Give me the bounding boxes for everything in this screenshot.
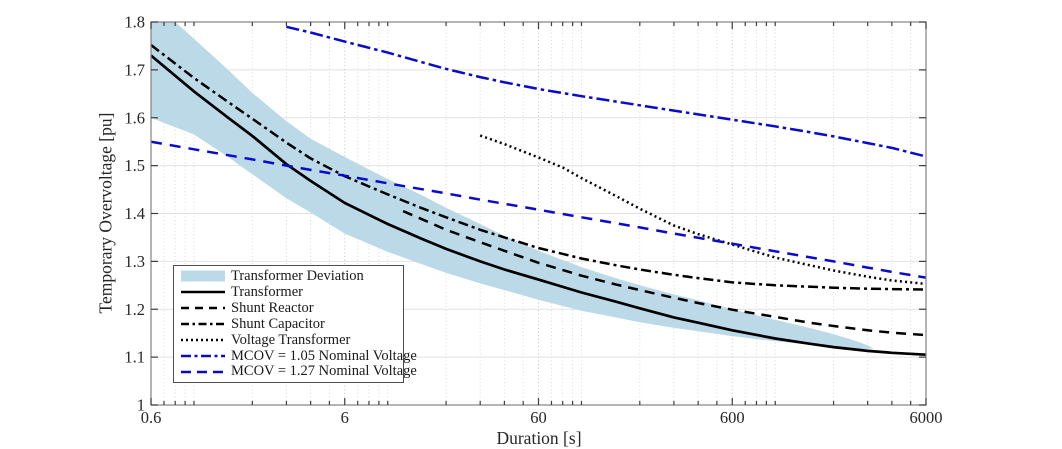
series-shunt-capacitor: [151, 44, 926, 291]
legend-label: Transformer Deviation: [231, 268, 364, 285]
y-tick-label: 1.2: [124, 300, 145, 319]
legend-item-transformer-deviation: Transformer Deviation: [174, 269, 403, 284]
legend-line-swatch: [181, 322, 225, 326]
x-tick-label: 0.6: [141, 408, 162, 427]
y-tick-label: 1.6: [124, 108, 145, 127]
y-tick-label: 1.5: [124, 156, 145, 175]
y-tick-label: 1.3: [124, 252, 145, 271]
legend-line-swatch: [181, 291, 225, 294]
x-tick-label: 6000: [910, 408, 943, 427]
x-tick-label: 600: [720, 408, 745, 427]
legend-label: MCOV = 1.05 Nominal Voltage: [231, 347, 417, 364]
legend-item-mcov-1-27-nominal-voltage: MCOV = 1.27 Nominal Voltage: [174, 364, 417, 379]
x-tick-label: 60: [530, 408, 547, 427]
legend-line-swatch: [181, 354, 225, 357]
legend-item-voltage-transformer: Voltage Transformer: [174, 332, 403, 347]
y-tick-label: 1.8: [124, 13, 145, 32]
legend-item-shunt-capacitor: Shunt Capacitor: [174, 317, 403, 332]
transformer-deviation-band: [151, 22, 874, 349]
y-axis-label: Temporary Overvoltage [pu]: [95, 112, 116, 314]
legend: Transformer Deviation Transformer Shunt Re…: [173, 265, 417, 383]
legend-line-swatch: [181, 306, 225, 310]
legend-item-shunt-reactor: Shunt Reactor: [174, 301, 403, 316]
legend-item-mcov-1-05-nominal-voltage: MCOV = 1.05 Nominal Voltage: [174, 348, 417, 363]
legend-label: MCOV = 1.27 Nominal Voltage: [231, 363, 417, 380]
series-mcov-1-27-nominal-voltage: [151, 140, 926, 279]
legend-label: Transformer: [231, 284, 303, 300]
legend-label: Shunt Reactor: [231, 299, 314, 316]
x-tick-label: 6: [341, 408, 349, 427]
y-tick-label: 1.1: [124, 348, 145, 367]
series-transformer: [151, 54, 926, 357]
x-axis-label: Duration [s]: [496, 428, 582, 448]
legend-patch-swatch: [181, 270, 225, 282]
legend-item-transformer: Transformer: [174, 285, 403, 300]
series-mcov-1-05-nominal-voltage: [286, 25, 926, 158]
legend-line-swatch: [181, 338, 225, 342]
y-tick-label: 1.7: [124, 60, 145, 79]
series-shunt-reactor: [402, 209, 926, 337]
legend-label: Voltage Transformer: [231, 331, 351, 348]
legend-line-swatch: [181, 370, 225, 373]
deviation-patch: [181, 270, 225, 282]
y-tick-label: 1.4: [124, 204, 145, 223]
legend-label: Shunt Capacitor: [231, 315, 325, 332]
y-tick-label: 1: [137, 396, 145, 415]
